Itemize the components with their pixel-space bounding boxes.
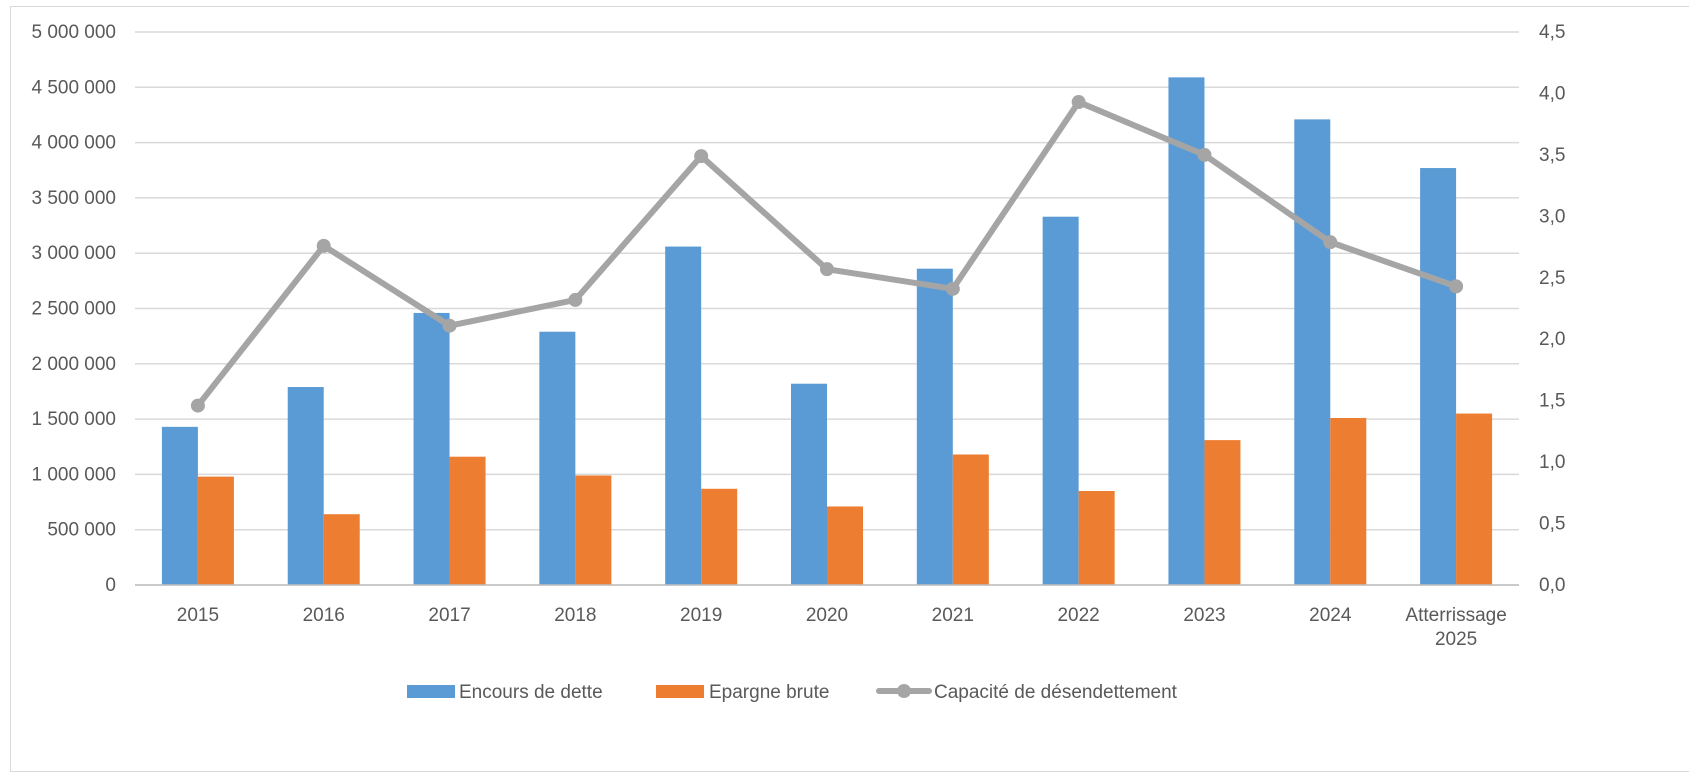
point-capacite-de-desendettement [442, 318, 457, 333]
y-left-tick-label: 1 500 000 [31, 409, 116, 430]
bar-encours-de-dette [539, 331, 576, 585]
bar-encours-de-dette [916, 268, 953, 585]
bar-encours-de-dette [1168, 77, 1205, 585]
bar-epargne-brute [1204, 440, 1241, 585]
point-capacite-de-desendettement [190, 398, 205, 413]
x-tick-label: 2019 [680, 605, 722, 626]
legend-swatch-capacite-marker [897, 684, 911, 698]
y-left-tick-label: 2 000 000 [31, 354, 116, 375]
bar-epargne-brute [1078, 490, 1115, 585]
legend-label-capacite: Capacité de désendettement [934, 682, 1178, 703]
bar-encours-de-dette [413, 312, 450, 585]
bar-epargne-brute [197, 476, 234, 585]
y-right-tick-label: 3,0 [1539, 206, 1565, 227]
y-right-tick-label: 1,0 [1539, 452, 1565, 473]
legend-label-encours: Encours de dette [459, 682, 603, 703]
y-right-tick-label: 4,5 [1539, 22, 1565, 43]
y-left-tick-label: 1 000 000 [31, 464, 116, 485]
chart-frame [10, 6, 1689, 772]
x-tick-label: 2023 [1183, 605, 1225, 626]
right-axis-ticks: 0,0 0,5 1,0 1,5 2,0 2,5 3,0 3,5 4,0 4,5 [1539, 22, 1565, 596]
x-tick-label: 2018 [554, 605, 596, 626]
bar-encours-de-dette [1294, 119, 1331, 586]
y-left-tick-label: 500 000 [47, 520, 116, 541]
bar-encours-de-dette [1420, 168, 1457, 585]
x-tick-label: 2017 [428, 605, 470, 626]
x-tick-label: 2021 [932, 605, 974, 626]
y-left-tick-label: 3 000 000 [31, 243, 116, 264]
y-right-tick-label: 0,5 [1539, 514, 1565, 535]
x-axis-ticks: 2015 2016 2017 2018 2019 2020 2021 2022 2023 2024… [135, 584, 1519, 650]
legend-swatch-encours [407, 685, 455, 698]
bar-epargne-brute [323, 514, 360, 585]
point-capacite-de-desendettement [1323, 235, 1338, 250]
y-left-tick-label: 0 [105, 575, 116, 596]
y-right-tick-label: 2,0 [1539, 329, 1565, 350]
bar-encours-de-dette [1042, 216, 1079, 585]
point-capacite-de-desendettement [694, 149, 709, 164]
x-tick-label: 2020 [806, 605, 848, 626]
point-capacite-de-desendettement [945, 281, 960, 296]
y-right-tick-label: 2,5 [1539, 268, 1565, 289]
bar-epargne-brute [701, 488, 738, 585]
x-tick-label: 2016 [303, 605, 345, 626]
bar-encours-de-dette [665, 246, 702, 585]
bar-epargne-brute [952, 454, 989, 585]
bar-epargne-brute [1456, 413, 1493, 585]
point-capacite-de-desendettement [1197, 147, 1212, 162]
point-capacite-de-desendettement [820, 262, 834, 277]
legend-swatch-epargne [656, 685, 704, 698]
y-right-tick-label: 1,5 [1539, 391, 1565, 412]
y-right-tick-label: 3,5 [1539, 145, 1565, 166]
point-capacite-de-desendettement [568, 292, 583, 307]
x-tick-label: 2022 [1057, 605, 1099, 626]
point-capacite-de-desendettement [316, 238, 331, 253]
bar-epargne-brute [449, 456, 486, 585]
bar-encours-de-dette [161, 426, 198, 585]
left-axis-ticks: 0 500 000 1 000 000 1 500 000 2 000 000 2 500… [31, 22, 116, 596]
bar-epargne-brute [1330, 417, 1367, 585]
bar-epargne-brute [575, 475, 612, 585]
y-left-tick-label: 5 000 000 [31, 22, 116, 43]
legend: Encours de dette Epargne brute Capacité … [407, 682, 1178, 703]
x-tick-label: 2024 [1309, 605, 1352, 626]
bar-epargne-brute [827, 506, 863, 585]
x-tick-label: 2025 [1435, 629, 1477, 650]
x-tick-label: Atterrissage [1405, 605, 1506, 626]
y-right-tick-label: 4,0 [1539, 83, 1565, 104]
legend-label-epargne: Epargne brute [709, 682, 829, 703]
y-left-tick-label: 4 500 000 [31, 77, 116, 98]
bar-encours-de-dette [287, 387, 324, 585]
bar-encours-de-dette [791, 383, 827, 585]
y-left-tick-label: 2 500 000 [31, 299, 116, 320]
y-right-tick-label: 0,0 [1539, 575, 1565, 596]
point-capacite-de-desendettement [1071, 95, 1086, 110]
x-tick-label: 2015 [177, 605, 219, 626]
bars [161, 77, 1493, 586]
y-left-tick-label: 4 000 000 [31, 133, 116, 154]
line-series [190, 95, 1464, 413]
point-capacite-de-desendettement [1449, 279, 1464, 294]
y-left-tick-label: 3 500 000 [31, 188, 116, 209]
